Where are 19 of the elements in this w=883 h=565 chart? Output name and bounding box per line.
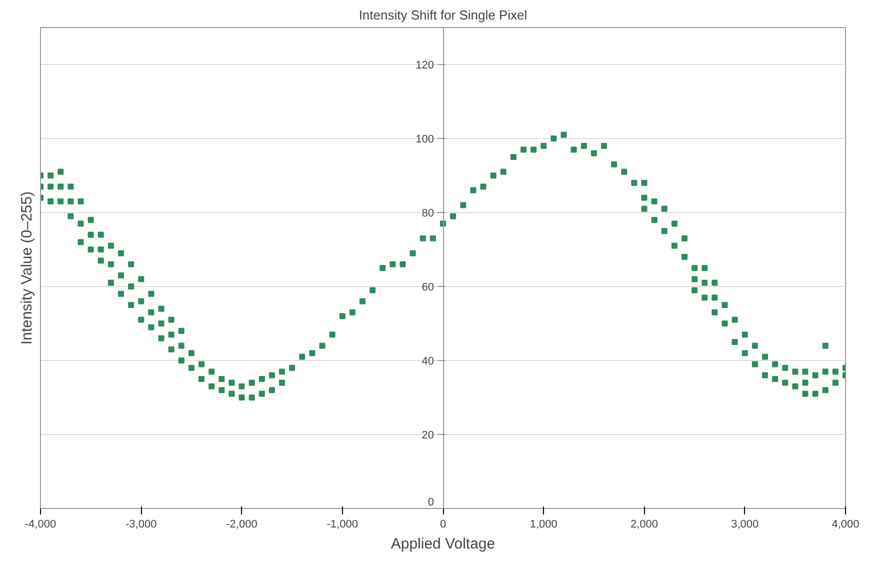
x-axis-title: Applied Voltage [390, 536, 496, 552]
y-tick-label: 40 [422, 356, 434, 368]
x-tick-label: -4,000 [24, 518, 56, 530]
chart-title: Intensity Shift for Single Pixel [358, 8, 528, 22]
x-tick-label: -1,000 [326, 518, 358, 530]
y-tick-label: 80 [422, 208, 434, 220]
x-tick-label: 2,000 [630, 518, 658, 530]
y-tick-label: 20 [422, 430, 434, 442]
y-tick-label: 60 [422, 282, 434, 294]
x-tick-label: -2,000 [226, 518, 258, 530]
x-tick-label: 3,000 [731, 518, 759, 530]
y-tick-label: 0 [428, 496, 434, 508]
x-tick-label: 4,000 [832, 518, 860, 530]
y-tick-label: 100 [416, 134, 434, 146]
x-tick-label: 1,000 [530, 518, 558, 530]
x-tick-label: 0 [440, 518, 446, 530]
y-axis-title: Intensity Value (0–255) [18, 191, 36, 345]
x-tick-label: -3,000 [126, 518, 157, 530]
y-tick-label: 120 [416, 60, 434, 72]
